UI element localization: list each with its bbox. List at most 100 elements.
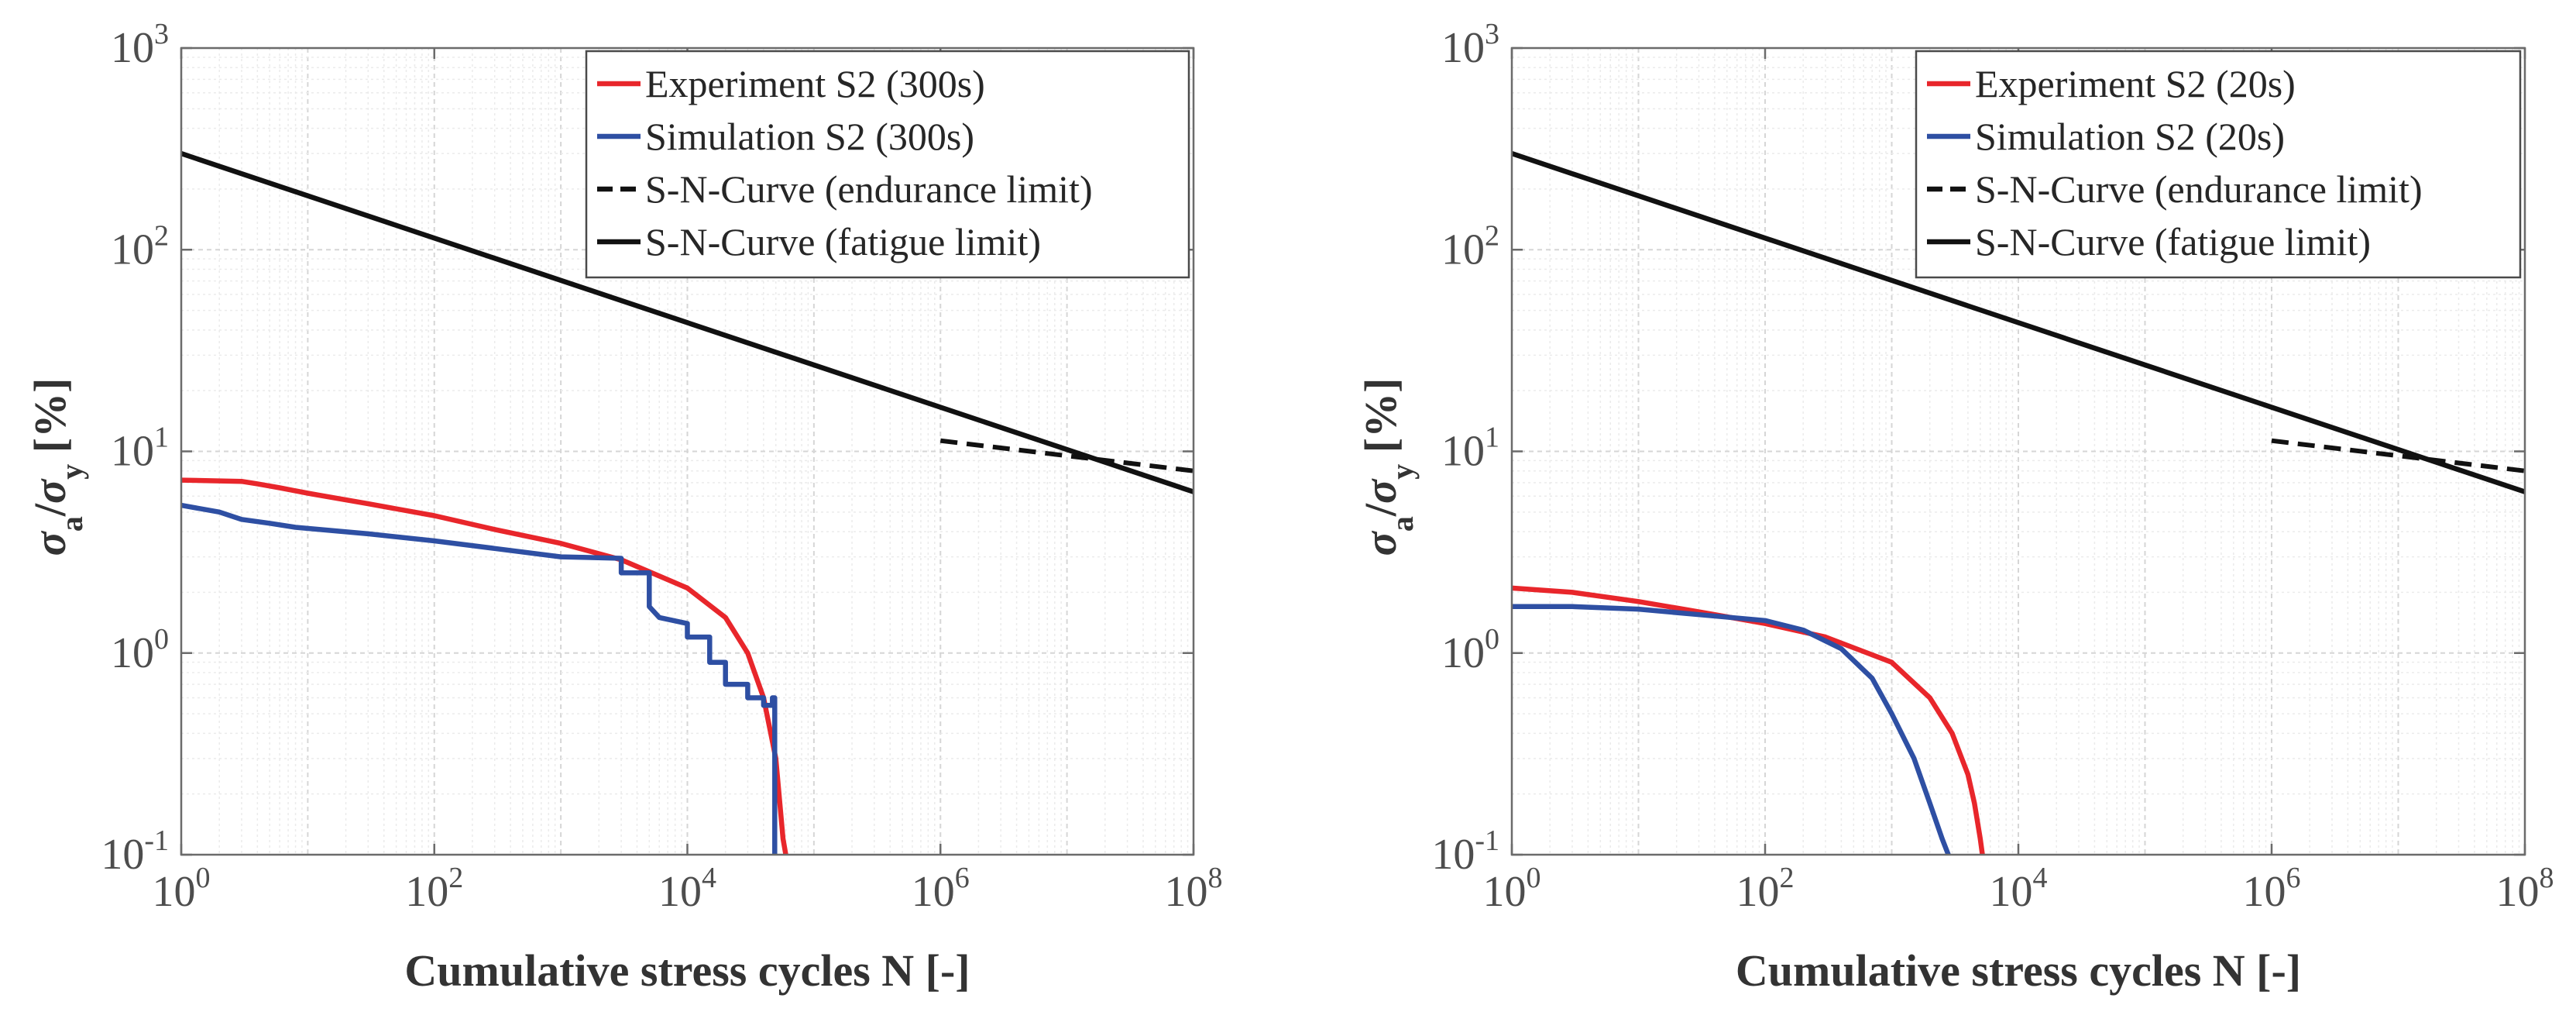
series-line-3 (2271, 438, 2526, 473)
series-line-2 (1512, 604, 1951, 856)
tick-base: 10 (1441, 629, 1485, 677)
x-tick-label: 100 (153, 862, 211, 916)
x-tick-label: 104 (658, 862, 716, 916)
tick-exponent: 1 (154, 422, 169, 454)
tick-base: 10 (153, 868, 196, 916)
tick-base: 10 (912, 868, 955, 916)
legend-label-3: S-N-Curve (endurance limit) (1975, 167, 2423, 211)
ylabel-unit: [%] (25, 378, 75, 464)
y-tick-label: 102 (1441, 219, 1499, 274)
tick-exponent: 0 (1485, 623, 1499, 656)
y-tick-label: 103 (1441, 18, 1499, 72)
ylabel-slash: / (1355, 503, 1406, 517)
tick-exponent: 8 (1208, 862, 1223, 894)
tick-base: 10 (1483, 868, 1527, 916)
chart-panel-2: 100 102 104 106 10810-1100101102103Cumulativ… (1355, 18, 2554, 996)
tick-base: 10 (111, 24, 154, 72)
legend-label-2: Simulation S2 (20s) (1975, 115, 2285, 158)
ylabel-unit: [%] (1355, 378, 1406, 464)
tick-exponent: 3 (154, 18, 169, 50)
tick-exponent: 2 (1485, 219, 1499, 252)
tick-exponent: 0 (154, 623, 169, 656)
ylabel-sub-a: a (1385, 516, 1420, 532)
series-line-3 (939, 438, 1194, 473)
x-tick-label: 100 (1483, 862, 1541, 916)
tick-base: 10 (1441, 428, 1485, 476)
x-tick-label: 106 (2243, 862, 2301, 916)
legend-label-2: Simulation S2 (300s) (645, 115, 974, 158)
legend-label-1: Experiment S2 (300s) (645, 62, 985, 105)
tick-exponent: 1 (1485, 422, 1499, 454)
tick-exponent: 4 (702, 862, 716, 894)
tick-exponent: 8 (2540, 862, 2554, 894)
legend: Experiment S2 (300s) Simulation S2 (300s)… (585, 50, 1190, 279)
legend: Experiment S2 (20s) Simulation S2 (20s) S-… (1915, 50, 2522, 279)
tick-exponent: 0 (1527, 862, 1541, 894)
tick-base: 10 (111, 629, 154, 677)
tick-base: 10 (1441, 225, 1485, 274)
y-tick-label: 102 (111, 219, 169, 274)
legend-label-1: Experiment S2 (20s) (1975, 62, 2296, 105)
series-line-1 (180, 477, 788, 855)
tick-exponent: 2 (1780, 862, 1795, 894)
tick-base: 10 (1736, 868, 1780, 916)
y-tick-label: 101 (1441, 422, 1499, 476)
grid (1512, 48, 2525, 855)
series-line-4 (1510, 151, 2526, 494)
tick-exponent: 6 (2286, 862, 2301, 894)
tick-exponent: -1 (144, 824, 169, 857)
ylabel-sigma-2: σ (25, 478, 75, 504)
tick-base: 10 (101, 831, 144, 879)
series-line-4 (180, 151, 1195, 494)
ylabel-sigma: σ (1355, 530, 1406, 556)
x-tick-label: 102 (405, 862, 463, 916)
ylabel-sub-a: a (54, 516, 89, 532)
y-tick-label: 103 (111, 18, 169, 72)
series-group (180, 151, 1195, 855)
y-tick-label: 100 (1441, 623, 1499, 677)
tick-base: 10 (1165, 868, 1208, 916)
tick-exponent: 4 (2033, 862, 2048, 894)
x-tick-label: 104 (1990, 862, 2048, 916)
x-axis-title: Cumulative stress cycles N [-] (1736, 945, 2301, 996)
tick-base: 10 (2243, 868, 2286, 916)
x-tick-label: 108 (1165, 862, 1223, 916)
ylabel-sigma: σ (25, 530, 75, 556)
tick-base: 10 (111, 225, 154, 274)
legend-label-4: S-N-Curve (fatigue limit) (645, 220, 1041, 263)
tick-base: 10 (658, 868, 702, 916)
y-axis-title: σa/σy [%] (25, 378, 89, 556)
legend-label-4: S-N-Curve (fatigue limit) (1975, 220, 2371, 263)
ylabel-sub-y: y (54, 464, 89, 480)
chart-panel-1: 100 102 104 106 10810-1100101102103Cumulativ… (25, 18, 1223, 996)
tick-exponent: -1 (1475, 824, 1499, 857)
series-line-1 (1511, 585, 1985, 855)
tick-base: 10 (1441, 24, 1485, 72)
legend-box (1915, 50, 2522, 279)
tick-base: 10 (111, 428, 154, 476)
ylabel-sub-y: y (1385, 464, 1420, 480)
tick-exponent: 2 (154, 219, 169, 252)
y-tick-label: 10-1 (101, 824, 169, 879)
ylabel-sigma-2: σ (1355, 478, 1406, 504)
y-axis-title: σa/σy [%] (1355, 378, 1420, 556)
tick-exponent: 6 (955, 862, 970, 894)
x-tick-label: 102 (1736, 862, 1795, 916)
x-tick-label: 106 (912, 862, 970, 916)
y-tick-label: 10-1 (1431, 824, 1499, 879)
x-axis-title: Cumulative stress cycles N [-] (404, 945, 970, 996)
y-tick-label: 101 (111, 422, 169, 476)
tick-base: 10 (1990, 868, 2033, 916)
series-line-2 (180, 502, 778, 855)
x-tick-label: 108 (2496, 862, 2554, 916)
tick-exponent: 2 (448, 862, 463, 894)
y-tick-label: 100 (111, 623, 169, 677)
tick-exponent: 3 (1485, 18, 1499, 50)
tick-base: 10 (2496, 868, 2540, 916)
series-group (1510, 151, 2526, 856)
legend-box (585, 50, 1190, 279)
ylabel-slash: / (25, 503, 75, 517)
legend-label-3: S-N-Curve (endurance limit) (645, 167, 1093, 211)
tick-base: 10 (405, 868, 448, 916)
